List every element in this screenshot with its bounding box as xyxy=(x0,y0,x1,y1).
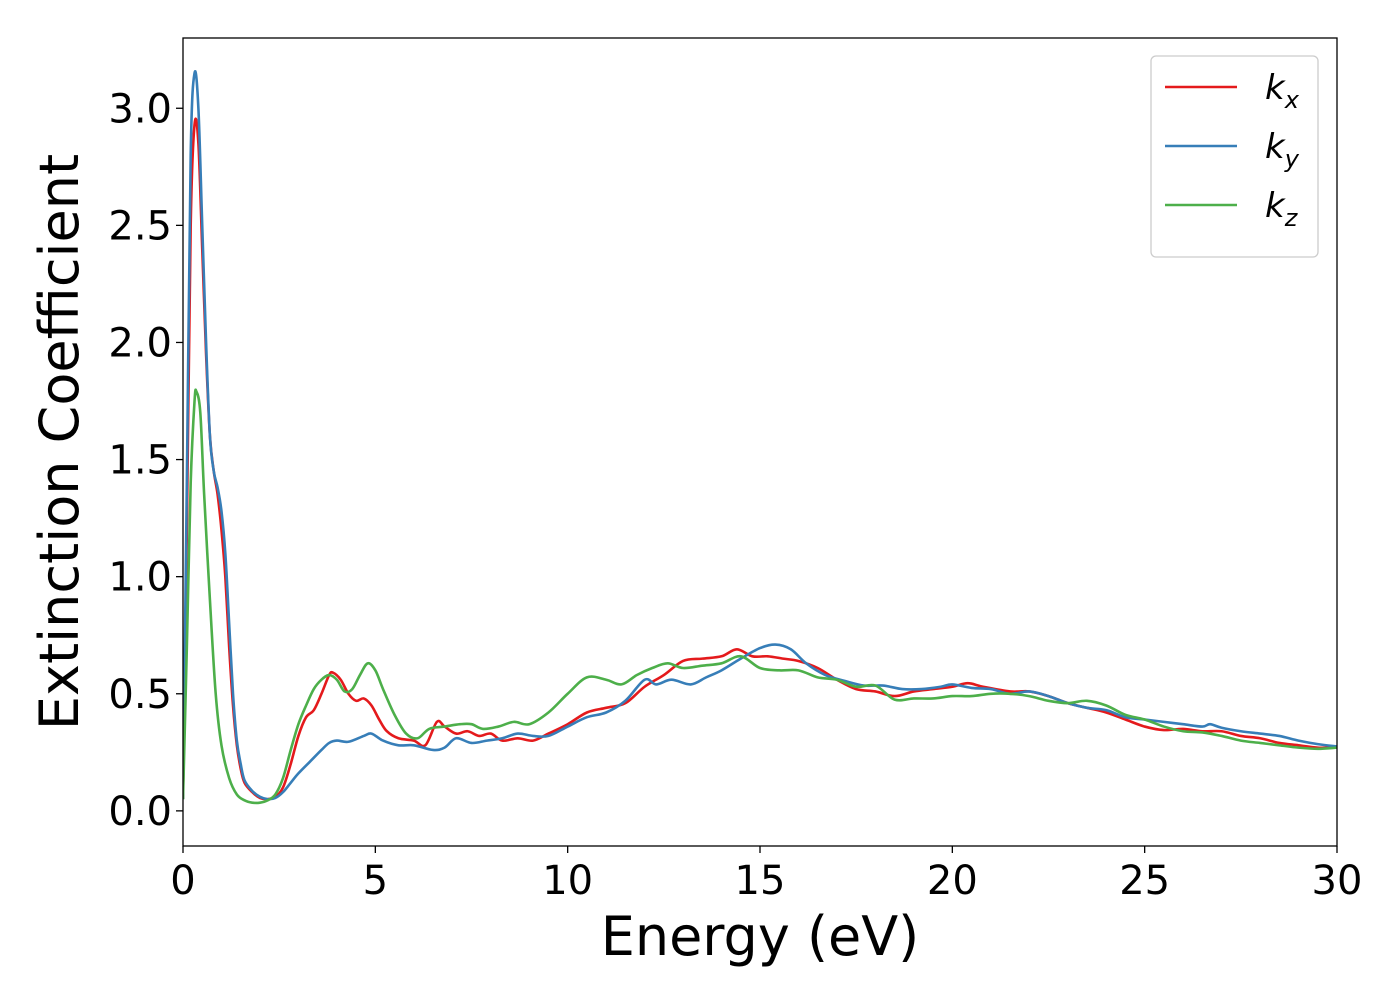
x-tick-label: 15 xyxy=(735,858,786,904)
y-tick-label: 0.5 xyxy=(108,672,172,718)
x-tick-label: 0 xyxy=(170,858,195,904)
y-tick-label: 1.5 xyxy=(108,438,172,484)
series-line-k-z xyxy=(183,388,1337,805)
x-tick-label: 5 xyxy=(363,858,388,904)
series-layer xyxy=(183,70,1337,805)
y-axis-ticks: 0.0 0.5 1.0 1.5 2.0 2.5 3.0 xyxy=(108,86,183,835)
y-tick-label: 3.0 xyxy=(108,86,172,132)
legend-label: kx xyxy=(1265,68,1300,114)
y-tick-label: 2.5 xyxy=(108,203,172,249)
legend-box xyxy=(1150,55,1319,258)
y-tick-label: 1.0 xyxy=(108,555,172,601)
y-tick-label: 2.0 xyxy=(108,320,172,366)
legend: kx ky kz xyxy=(1150,55,1319,258)
y-axis-label: Extinction Coefficient xyxy=(28,154,91,730)
x-axis-label: Energy (eV) xyxy=(601,905,920,968)
legend-label: kz xyxy=(1265,186,1299,232)
x-tick-label: 30 xyxy=(1312,858,1363,904)
x-tick-label: 10 xyxy=(542,858,593,904)
legend-label: ky xyxy=(1265,127,1300,173)
x-tick-label: 20 xyxy=(927,858,978,904)
y-tick-label: 0.0 xyxy=(108,789,172,835)
x-axis-ticks: 0 5 10 15 20 25 30 xyxy=(170,846,1362,904)
x-tick-label: 25 xyxy=(1119,858,1170,904)
